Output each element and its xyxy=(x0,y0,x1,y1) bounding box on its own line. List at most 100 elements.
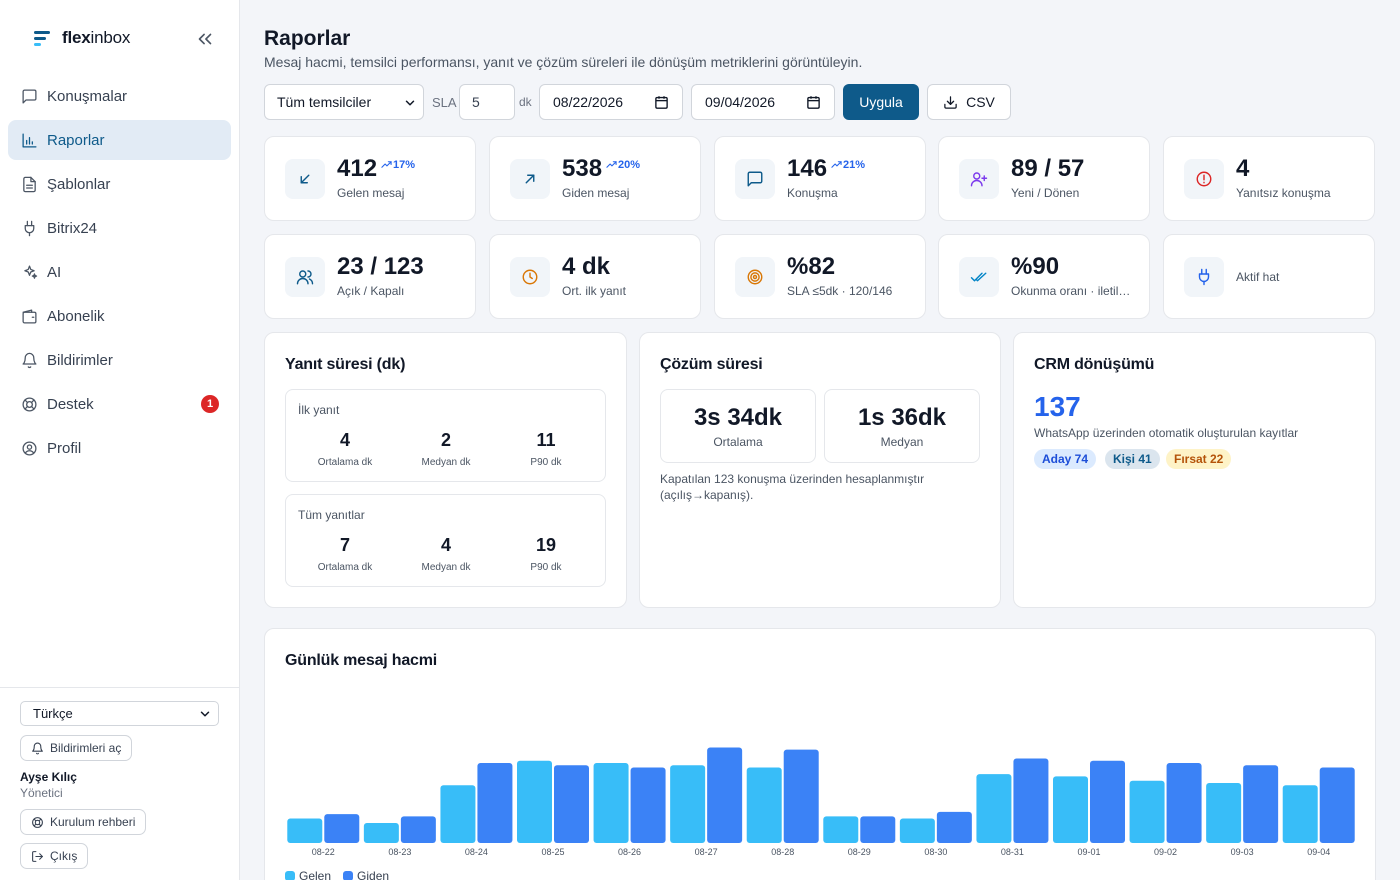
sla-label: SLA xyxy=(432,95,457,110)
kpi-label: Yeni / Dönen xyxy=(1011,186,1080,200)
x-tick-label: 08-27 xyxy=(695,847,718,857)
bar-giden-08-25[interactable] xyxy=(554,765,589,843)
sidebar-item-abonelik[interactable]: Abonelik xyxy=(8,296,231,336)
sidebar-item-konu-malar[interactable]: Konuşmalar xyxy=(8,76,231,116)
kpi-value: 4 xyxy=(1236,155,1250,182)
kpi-card: 538 20% Giden mesaj xyxy=(489,136,701,221)
bar-gelen-08-30[interactable] xyxy=(899,818,935,843)
date-from-input[interactable]: 08/22/2026 xyxy=(539,84,683,120)
bar-giden-08-31[interactable] xyxy=(1013,758,1049,843)
bar-gelen-09-04[interactable] xyxy=(1282,785,1318,843)
bar-gelen-09-01[interactable] xyxy=(1053,776,1088,843)
crm-tag: Aday 74 xyxy=(1034,449,1097,469)
bar-giden-08-27[interactable] xyxy=(707,747,743,843)
kpi-value: %90 xyxy=(1011,253,1060,280)
sidebar-item-label: AI xyxy=(47,263,62,281)
sidebar-item-ai[interactable]: AI xyxy=(8,252,231,292)
sidebar-item-profil[interactable]: Profil xyxy=(8,428,231,468)
sidebar-item-label: Şablonlar xyxy=(47,175,111,193)
section-title: CRM dönüşümü xyxy=(1034,356,1155,373)
language-value: Türkçe xyxy=(33,706,73,721)
sidebar-item-bitrix24[interactable]: Bitrix24 xyxy=(8,208,231,248)
bar-giden-08-24[interactable] xyxy=(477,763,513,843)
bar-gelen-08-22[interactable] xyxy=(287,818,323,843)
wallet-icon xyxy=(20,307,38,325)
kpi-label: Okunma oranı · iletilen mesajlar xyxy=(1011,284,1135,298)
sidebar-item-label: Profil xyxy=(47,439,82,457)
x-tick-label: 08-23 xyxy=(388,847,411,857)
bar-gelen-08-24[interactable] xyxy=(440,785,476,843)
sidebar-item--ablonlar[interactable]: Şablonlar xyxy=(8,164,231,204)
calendar-icon[interactable] xyxy=(654,95,669,110)
legend-item-gelen[interactable]: Gelen xyxy=(285,869,331,880)
target-icon xyxy=(735,257,775,297)
bar-gelen-09-03[interactable] xyxy=(1206,783,1242,843)
bar-giden-08-30[interactable] xyxy=(936,811,972,843)
brand-logo[interactable]: flexinbox xyxy=(34,28,130,48)
bar-giden-09-01[interactable] xyxy=(1090,760,1125,843)
kpi-label: Aktif hat xyxy=(1236,270,1280,284)
language-select[interactable]: Türkçe xyxy=(20,701,219,726)
main-content: Raporlar Mesaj hacmi, temsilci performan… xyxy=(240,0,1400,880)
sla-input[interactable]: 5 xyxy=(459,84,515,120)
collapse-sidebar-icon[interactable] xyxy=(194,28,216,50)
legend-label: Gelen xyxy=(299,869,332,880)
kpi-label: Açık / Kapalı xyxy=(337,284,405,298)
kpi-label: Gelen mesaj xyxy=(337,186,405,200)
bar-giden-09-03[interactable] xyxy=(1243,765,1279,843)
bar-giden-08-23[interactable] xyxy=(400,816,436,843)
bar-gelen-08-26[interactable] xyxy=(593,763,629,843)
kpi-value: 538 20% xyxy=(562,155,641,182)
bar-giden-08-28[interactable] xyxy=(783,749,819,843)
bar-giden-08-29[interactable] xyxy=(860,816,896,843)
bar-giden-08-26[interactable] xyxy=(630,767,666,843)
x-tick-label: 08-26 xyxy=(618,847,641,857)
bar-giden-09-04[interactable] xyxy=(1319,767,1355,843)
bar-giden-08-22[interactable] xyxy=(324,814,360,843)
document-icon xyxy=(20,175,38,193)
trend-up-icon xyxy=(831,161,842,168)
notify-button-label: Bildirimleri aç xyxy=(50,741,122,755)
kpi-trend: 21% xyxy=(831,159,865,171)
legend-item-giden[interactable]: Giden xyxy=(343,869,389,880)
bar-gelen-08-31[interactable] xyxy=(976,774,1012,843)
legend-label: Giden xyxy=(357,869,390,880)
agent-select[interactable]: Tüm temsilciler xyxy=(264,84,424,120)
sidebar-nav: Konuşmalar Raporlar Şablonlar Bitrix24 AI Abo… xyxy=(8,76,231,472)
bar-gelen-08-23[interactable] xyxy=(363,823,399,843)
bar-gelen-09-02[interactable] xyxy=(1129,780,1165,843)
bar-gelen-08-29[interactable] xyxy=(823,816,859,843)
sidebar-item-raporlar[interactable]: Raporlar xyxy=(8,120,231,160)
bar-gelen-08-27[interactable] xyxy=(670,765,706,843)
all-median: 4 Medyan dk xyxy=(421,535,471,573)
x-tick-label: 08-25 xyxy=(541,847,564,857)
calendar-icon[interactable] xyxy=(806,95,821,110)
bar-gelen-08-25[interactable] xyxy=(517,760,552,843)
bar-gelen-08-28[interactable] xyxy=(746,767,782,843)
setup-guide-button[interactable]: Kurulum rehberi xyxy=(20,809,147,835)
user-role: Yönetici xyxy=(20,786,63,800)
chat-icon xyxy=(20,87,38,105)
x-tick-label: 08-22 xyxy=(312,847,335,857)
kpi-value: %82 xyxy=(787,253,836,280)
csv-button-label: CSV xyxy=(966,94,995,110)
setup-button-label: Kurulum rehberi xyxy=(50,815,136,829)
date-to-input[interactable]: 09/04/2026 xyxy=(691,84,835,120)
apply-button[interactable]: Uygula xyxy=(843,84,919,120)
bar-giden-09-02[interactable] xyxy=(1166,763,1202,843)
kpi-value: 412 17% xyxy=(337,155,416,182)
trend-up-icon xyxy=(381,161,392,168)
bell-icon xyxy=(20,351,38,369)
kpi-value: 146 21% xyxy=(787,155,866,182)
crm-tag: Kişi 41 xyxy=(1105,449,1160,469)
enable-notifications-button[interactable]: Bildirimleri aç xyxy=(20,735,133,761)
alert-circle-icon xyxy=(1184,159,1224,199)
logout-button[interactable]: Çıkış xyxy=(20,843,89,869)
kpi-label: Giden mesaj xyxy=(562,186,630,200)
sidebar-item-bildirimler[interactable]: Bildirimler xyxy=(8,340,231,380)
csv-export-button[interactable]: CSV xyxy=(927,84,1011,120)
user-circle-icon xyxy=(20,439,38,457)
kpi-card: 412 17% Gelen mesaj xyxy=(264,136,476,221)
resolution-median-caption: Medyan xyxy=(880,435,924,449)
sidebar-item-destek[interactable]: Destek 1 xyxy=(8,384,231,424)
